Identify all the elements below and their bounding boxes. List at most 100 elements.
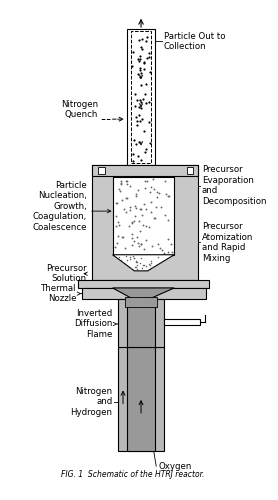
Point [129, 230, 134, 238]
Point [170, 248, 175, 256]
Point [134, 192, 138, 200]
Bar [131, 31, 152, 163]
Point [142, 246, 147, 254]
Point [115, 238, 120, 246]
Bar [127, 300, 155, 346]
Text: Precursor
Atomization
and Rapid
Mixing: Precursor Atomization and Rapid Mixing [202, 222, 253, 262]
Point [128, 253, 132, 261]
Point [148, 68, 152, 76]
Point [130, 218, 134, 226]
Point [138, 258, 142, 266]
Point [164, 190, 168, 198]
Point [136, 138, 141, 146]
Point [131, 156, 135, 164]
Point [142, 261, 146, 269]
Point [131, 216, 136, 224]
Point [141, 221, 146, 229]
Point [139, 240, 143, 248]
Point [116, 232, 120, 240]
Point [139, 156, 144, 164]
Point [120, 196, 124, 204]
Point [154, 192, 159, 200]
Text: Inverted
Diffusion
Flame: Inverted Diffusion Flame [74, 309, 113, 339]
Point [139, 81, 143, 89]
Point [134, 113, 138, 121]
Point [143, 90, 148, 98]
Point [136, 240, 140, 248]
Bar [125, 298, 157, 307]
Point [138, 118, 142, 126]
Point [130, 62, 134, 70]
Point [165, 192, 170, 200]
Point [133, 202, 137, 210]
Point [130, 242, 134, 250]
Point [140, 264, 144, 272]
Point [136, 216, 141, 224]
Point [138, 206, 143, 214]
Point [140, 116, 144, 124]
Point [135, 258, 140, 266]
Point [118, 187, 122, 195]
Point [139, 240, 144, 248]
Bar [113, 177, 174, 254]
Point [144, 236, 148, 244]
Point [140, 34, 144, 42]
Point [150, 242, 154, 250]
Point [151, 176, 155, 184]
Point [129, 264, 133, 272]
Point [147, 188, 152, 196]
Point [120, 234, 125, 241]
Point [131, 150, 135, 158]
Bar [92, 164, 198, 280]
Point [152, 185, 156, 193]
Text: Particle
Nucleation,
Growth,
Coagulation,
Coalescence: Particle Nucleation, Growth, Coagulation… [33, 181, 87, 232]
Point [145, 54, 150, 62]
Point [114, 222, 118, 230]
Point [138, 66, 142, 74]
Point [161, 248, 166, 256]
Point [165, 216, 170, 224]
Point [136, 70, 141, 78]
Point [156, 253, 160, 261]
Point [148, 198, 153, 206]
Point [150, 263, 154, 271]
Point [135, 233, 139, 241]
Point [149, 184, 153, 192]
Point [146, 260, 151, 268]
Point [153, 214, 157, 222]
Point [128, 202, 132, 210]
Point [131, 237, 136, 245]
Point [163, 211, 167, 219]
Point [137, 111, 142, 119]
Point [138, 96, 142, 104]
Point [137, 52, 142, 60]
Point [132, 254, 136, 262]
Point [143, 100, 148, 108]
Point [156, 240, 161, 248]
Point [143, 80, 148, 88]
Point [130, 219, 134, 227]
Point [132, 136, 136, 143]
Point [149, 208, 154, 216]
Point [125, 256, 129, 264]
Point [135, 122, 139, 130]
Point [136, 186, 140, 194]
Point [147, 98, 152, 106]
Point [137, 103, 142, 111]
Point [136, 55, 140, 63]
Point [137, 64, 142, 72]
Point [133, 90, 138, 98]
Point [113, 243, 117, 251]
Point [135, 265, 140, 273]
Point [125, 194, 130, 202]
Point [125, 177, 130, 185]
Point [128, 182, 132, 190]
Bar [78, 280, 209, 288]
Point [119, 180, 123, 188]
Point [133, 263, 138, 271]
Point [157, 189, 161, 197]
Point [119, 180, 123, 188]
Point [160, 246, 164, 254]
Point [122, 204, 126, 212]
Point [134, 190, 138, 198]
